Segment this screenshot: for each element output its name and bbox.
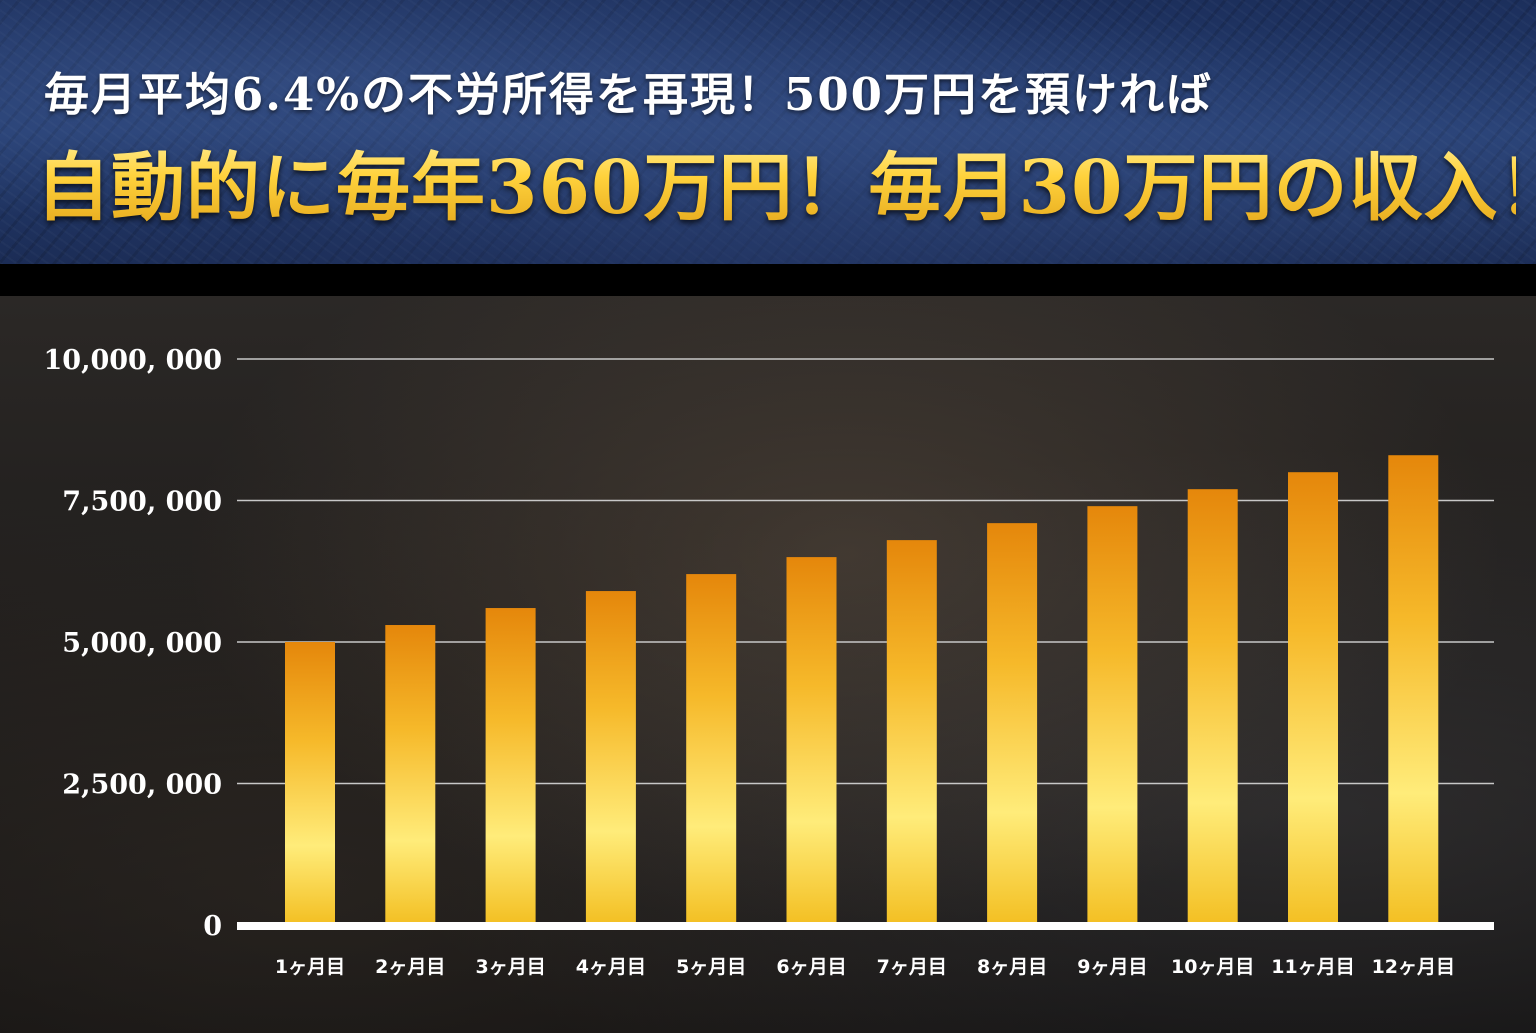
chart-background bbox=[0, 296, 1536, 1033]
x-tick-label: 11ヶ月目 bbox=[1271, 956, 1354, 978]
header-banner: 毎月平均6.4%の不労所得を再現！500万円を預ければ 自動的に毎年360万円！… bbox=[0, 0, 1536, 264]
x-tick-label: 2ヶ月目 bbox=[375, 956, 445, 978]
bar-10 bbox=[1187, 489, 1238, 925]
y-tick-label: 10,000, 000 bbox=[44, 345, 223, 376]
bars bbox=[285, 455, 1439, 925]
x-tick-label: 1ヶ月目 bbox=[275, 956, 345, 978]
bar-3 bbox=[485, 608, 536, 925]
x-tick-label: 12ヶ月目 bbox=[1372, 956, 1455, 978]
x-tick-label: 9ヶ月目 bbox=[1077, 956, 1147, 978]
bar-1 bbox=[285, 642, 335, 925]
x-tick-label: 10ヶ月目 bbox=[1171, 956, 1254, 978]
x-axis-baseline bbox=[237, 922, 1494, 930]
x-tick-label: 3ヶ月目 bbox=[475, 956, 545, 978]
bar-7 bbox=[886, 540, 937, 925]
bar-4 bbox=[585, 591, 636, 925]
divider-band bbox=[0, 264, 1536, 296]
bar-11 bbox=[1288, 472, 1338, 925]
y-tick-label: 0 bbox=[203, 911, 222, 942]
axes: 0 2,500, 000 5,000, 000 7,500, 000 10,000, 0… bbox=[44, 345, 1494, 978]
y-tick-label: 5,000, 000 bbox=[62, 628, 222, 659]
x-tick-label: 8ヶ月目 bbox=[977, 956, 1047, 978]
bar-2 bbox=[385, 625, 436, 925]
subtitle: 毎月平均6.4%の不労所得を再現！500万円を預ければ bbox=[44, 68, 1213, 121]
gridlines bbox=[237, 358, 1494, 785]
headline: 自動的に毎年360万円！毎月30万円の収入！ bbox=[36, 128, 1536, 235]
bar-8 bbox=[987, 523, 1038, 925]
bar-chart: 0 2,500, 000 5,000, 000 7,500, 000 10,000, 0… bbox=[44, 345, 1494, 978]
bar-5 bbox=[686, 574, 737, 925]
x-tick-label: 5ヶ月目 bbox=[676, 956, 746, 978]
x-tick-label: 6ヶ月目 bbox=[776, 956, 846, 978]
x-tick-label: 4ヶ月目 bbox=[576, 956, 646, 978]
x-tick-label: 7ヶ月目 bbox=[877, 956, 947, 978]
bar-9 bbox=[1087, 506, 1138, 925]
bar-12 bbox=[1388, 455, 1439, 925]
bar-6 bbox=[786, 557, 837, 925]
y-tick-label: 7,500, 000 bbox=[62, 487, 222, 518]
y-tick-label: 2,500, 000 bbox=[62, 770, 222, 801]
